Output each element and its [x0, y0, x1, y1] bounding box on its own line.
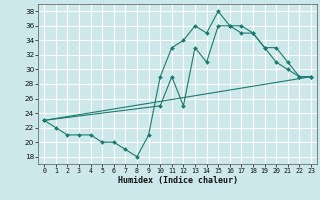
X-axis label: Humidex (Indice chaleur): Humidex (Indice chaleur): [118, 176, 238, 185]
